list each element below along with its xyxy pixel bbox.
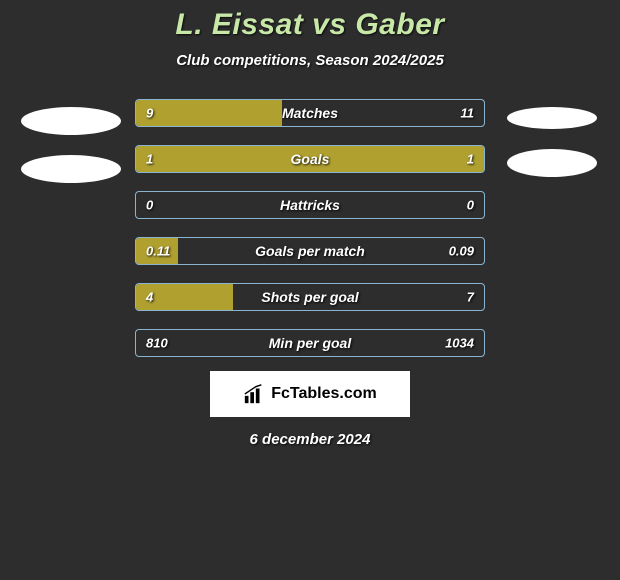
stat-value-right: 0.09 [449,244,474,259]
comparison-title: L. Eissat vs Gaber [0,8,620,42]
subtitle: Club competitions, Season 2024/2025 [0,52,620,69]
fctables-logo[interactable]: FcTables.com [210,371,410,417]
player-right-oval-2 [507,149,597,177]
stat-label: Hattricks [280,197,340,213]
player-right-badges [499,99,599,177]
logo-text: FcTables.com [271,385,377,403]
stat-bar-left-fill [136,100,282,126]
stat-value-left: 0 [146,198,153,213]
stat-value-left: 4 [146,290,153,305]
stat-value-left: 810 [146,336,168,351]
stat-value-right: 7 [467,290,474,305]
chart-icon [243,383,265,405]
stat-bar: 0 0 Hattricks [135,191,485,219]
stat-value-right: 11 [461,106,475,121]
stats-column: 911Matches11Goals00Hattricks0.110.09Goal… [135,99,485,357]
stat-bar-left-fill [136,146,310,172]
stat-value-left: 1 [146,152,153,167]
player-right-oval-1 [507,107,597,129]
stat-label: Shots per goal [261,289,358,305]
date-text: 6 december 2024 [0,431,620,448]
stat-value-right: 1 [467,152,474,167]
player-left-oval-2 [21,155,121,183]
stat-label: Matches [282,105,338,121]
stat-label: Goals [291,151,330,167]
player-left-badges [21,99,121,183]
stat-bar: 810 1034 Min per goal [135,329,485,357]
stat-label: Min per goal [269,335,351,351]
stat-bar: 9 11 Matches [135,99,485,127]
stat-bar: 0.11 0.09 Goals per match [135,237,485,265]
stat-label: Goals per match [255,243,365,259]
stat-value-left: 9 [146,106,153,121]
player-left-oval-1 [21,107,121,135]
stat-bar: 4 7 Shots per goal [135,283,485,311]
stat-value-right: 0 [467,198,474,213]
stat-value-right: 1034 [445,336,474,351]
content-row: 911Matches11Goals00Hattricks0.110.09Goal… [0,99,620,357]
stat-bar: 1 1 Goals [135,145,485,173]
stat-bar-right-fill [310,146,484,172]
stat-value-left: 0.11 [146,244,170,259]
